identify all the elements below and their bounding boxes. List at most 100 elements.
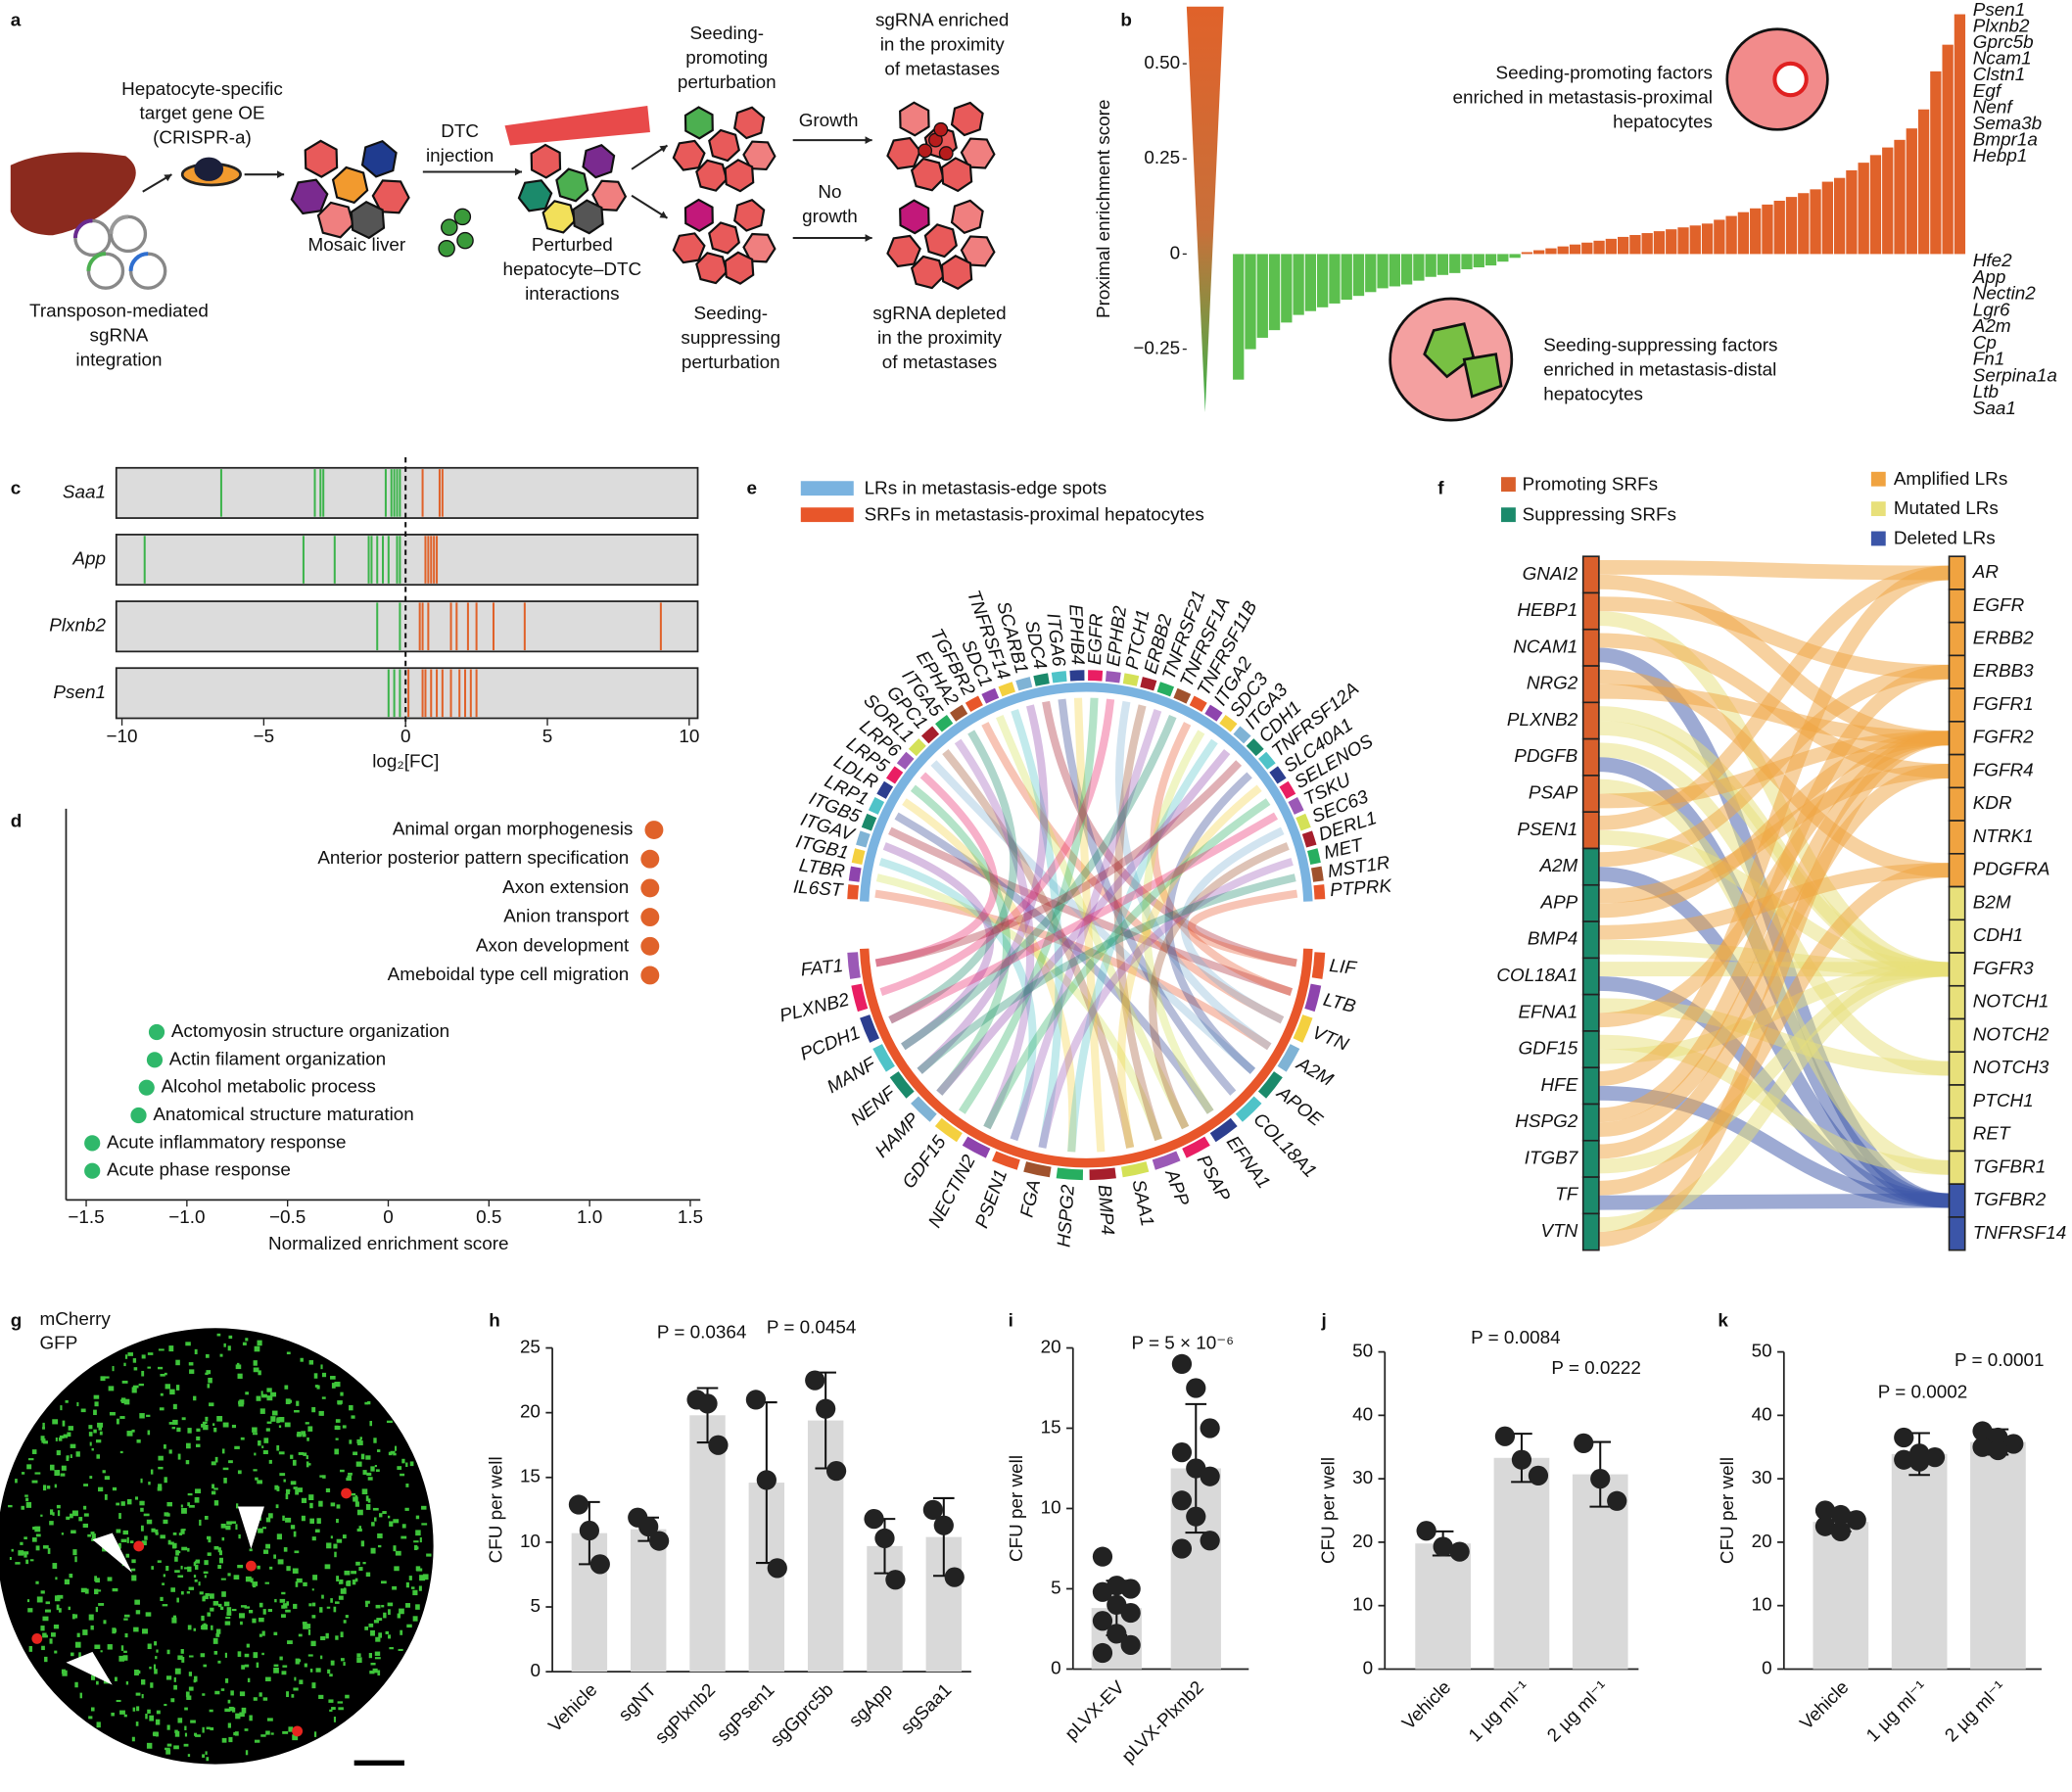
- x-tick-label: pLVX-EV: [1061, 1677, 1129, 1745]
- x-tick-label: 0: [383, 1207, 394, 1228]
- gfp-cell: [76, 1401, 79, 1407]
- chord-link: [1117, 784, 1262, 1149]
- gfp-cell: [147, 1352, 154, 1355]
- gfp-cell: [309, 1502, 313, 1509]
- gfp-cell: [155, 1529, 159, 1534]
- gfp-cell: [167, 1539, 171, 1545]
- chord-link: [1067, 738, 1218, 1153]
- gfp-cell: [254, 1739, 260, 1743]
- gfp-cell: [300, 1357, 304, 1362]
- ring-segment: [856, 830, 871, 848]
- data-point: [1924, 1446, 1946, 1468]
- gfp-cell: [188, 1362, 194, 1366]
- diagram-text: of metastases: [884, 60, 1000, 80]
- gfp-cell: [147, 1643, 152, 1650]
- gfp-cell: [70, 1454, 72, 1459]
- gene-label: Lgr6: [1973, 300, 2010, 320]
- ring-segment: [911, 1096, 937, 1122]
- gfp-cell: [174, 1556, 178, 1562]
- x-axis-label: Normalized enrichment score: [268, 1234, 508, 1254]
- cell-icon: [923, 223, 958, 259]
- y-tick-label: 0.25: [1144, 148, 1180, 168]
- node-label: GDF15: [899, 1132, 951, 1193]
- gfp-cell: [287, 1640, 293, 1644]
- cell-icon: [517, 179, 553, 212]
- bar: [1846, 169, 1858, 255]
- gfp-cell: [270, 1391, 277, 1397]
- gfp-cell: [56, 1504, 61, 1509]
- gfp-cell: [388, 1634, 392, 1639]
- gfp-cell: [245, 1750, 249, 1756]
- gfp-cell: [227, 1722, 231, 1728]
- node: [1948, 1183, 1966, 1218]
- node-label: PDGFB: [1514, 746, 1578, 767]
- bar: [1304, 254, 1317, 311]
- gfp-cell: [336, 1576, 340, 1582]
- p-value: P = 5 × 10⁻⁶: [1132, 1333, 1234, 1353]
- bar: [1461, 254, 1473, 269]
- gfp-cell: [26, 1599, 30, 1603]
- bar: [1581, 242, 1593, 255]
- x-tick-label: −5: [254, 727, 275, 747]
- gfp-cell: [237, 1373, 243, 1379]
- diagram-text: sgRNA enriched: [875, 11, 1009, 31]
- gfp-cell: [228, 1335, 233, 1340]
- term-label: Acute inflammatory response: [107, 1132, 346, 1153]
- y-axis-label: CFU per well: [1718, 1457, 1738, 1564]
- gfp-cell: [139, 1500, 145, 1506]
- mcherry-cell: [31, 1633, 43, 1644]
- gfp-cell: [368, 1623, 374, 1627]
- gfp-cell: [147, 1366, 152, 1369]
- bar: [1493, 1457, 1550, 1670]
- diagram-text: Seeding-: [689, 24, 764, 44]
- gfp-cell: [365, 1504, 371, 1510]
- x-tick-label: 1.5: [678, 1207, 703, 1228]
- gfp-cell: [307, 1654, 313, 1657]
- gfp-cell: [219, 1353, 223, 1357]
- gfp-cell: [15, 1479, 18, 1484]
- gfp-cell: [203, 1424, 209, 1431]
- gfp-cell: [249, 1548, 253, 1552]
- cell-icon: [555, 167, 589, 203]
- gfp-cell: [213, 1487, 218, 1490]
- gfp-cell: [170, 1587, 175, 1592]
- gfp-cell: [246, 1643, 250, 1648]
- gfp-cell: [102, 1470, 106, 1474]
- node-label: TNFRSF14: [1973, 1223, 2066, 1244]
- gene-label: A2m: [1972, 316, 2011, 337]
- gfp-cell: [273, 1631, 278, 1635]
- gfp-cell: [141, 1693, 144, 1699]
- gfp-cell: [184, 1725, 187, 1730]
- ring-segment: [1246, 738, 1264, 757]
- gfp-cell: [299, 1679, 304, 1684]
- bar: [1821, 181, 1833, 255]
- bar: [1415, 1543, 1471, 1670]
- gfp-cell: [123, 1618, 128, 1621]
- gfp-cell: [210, 1726, 214, 1731]
- cell-icon: [886, 136, 921, 170]
- gfp-cell: [115, 1676, 118, 1681]
- node: [1581, 737, 1600, 777]
- gfp-cell: [70, 1443, 76, 1448]
- gfp-cell: [107, 1644, 113, 1650]
- gfp-cell: [207, 1384, 211, 1389]
- node: [1948, 721, 1966, 756]
- dot: [644, 821, 664, 839]
- gfp-cell: [355, 1561, 360, 1566]
- gfp-cell: [180, 1565, 183, 1570]
- node: [1948, 885, 1966, 921]
- gfp-cell: [370, 1547, 376, 1554]
- x-tick-label: −0.5: [269, 1207, 306, 1228]
- node: [1948, 1084, 1966, 1119]
- gfp-cell: [193, 1575, 197, 1579]
- gfp-cell: [311, 1615, 316, 1619]
- gfp-cell: [389, 1521, 394, 1527]
- chord-link: [954, 738, 1035, 1130]
- y-tick-label: 10: [520, 1532, 541, 1552]
- metastasis-icon: [933, 121, 949, 137]
- node: [1581, 1212, 1600, 1251]
- gfp-cell: [141, 1354, 146, 1359]
- gfp-cell: [136, 1438, 141, 1443]
- gfp-cell: [335, 1419, 341, 1423]
